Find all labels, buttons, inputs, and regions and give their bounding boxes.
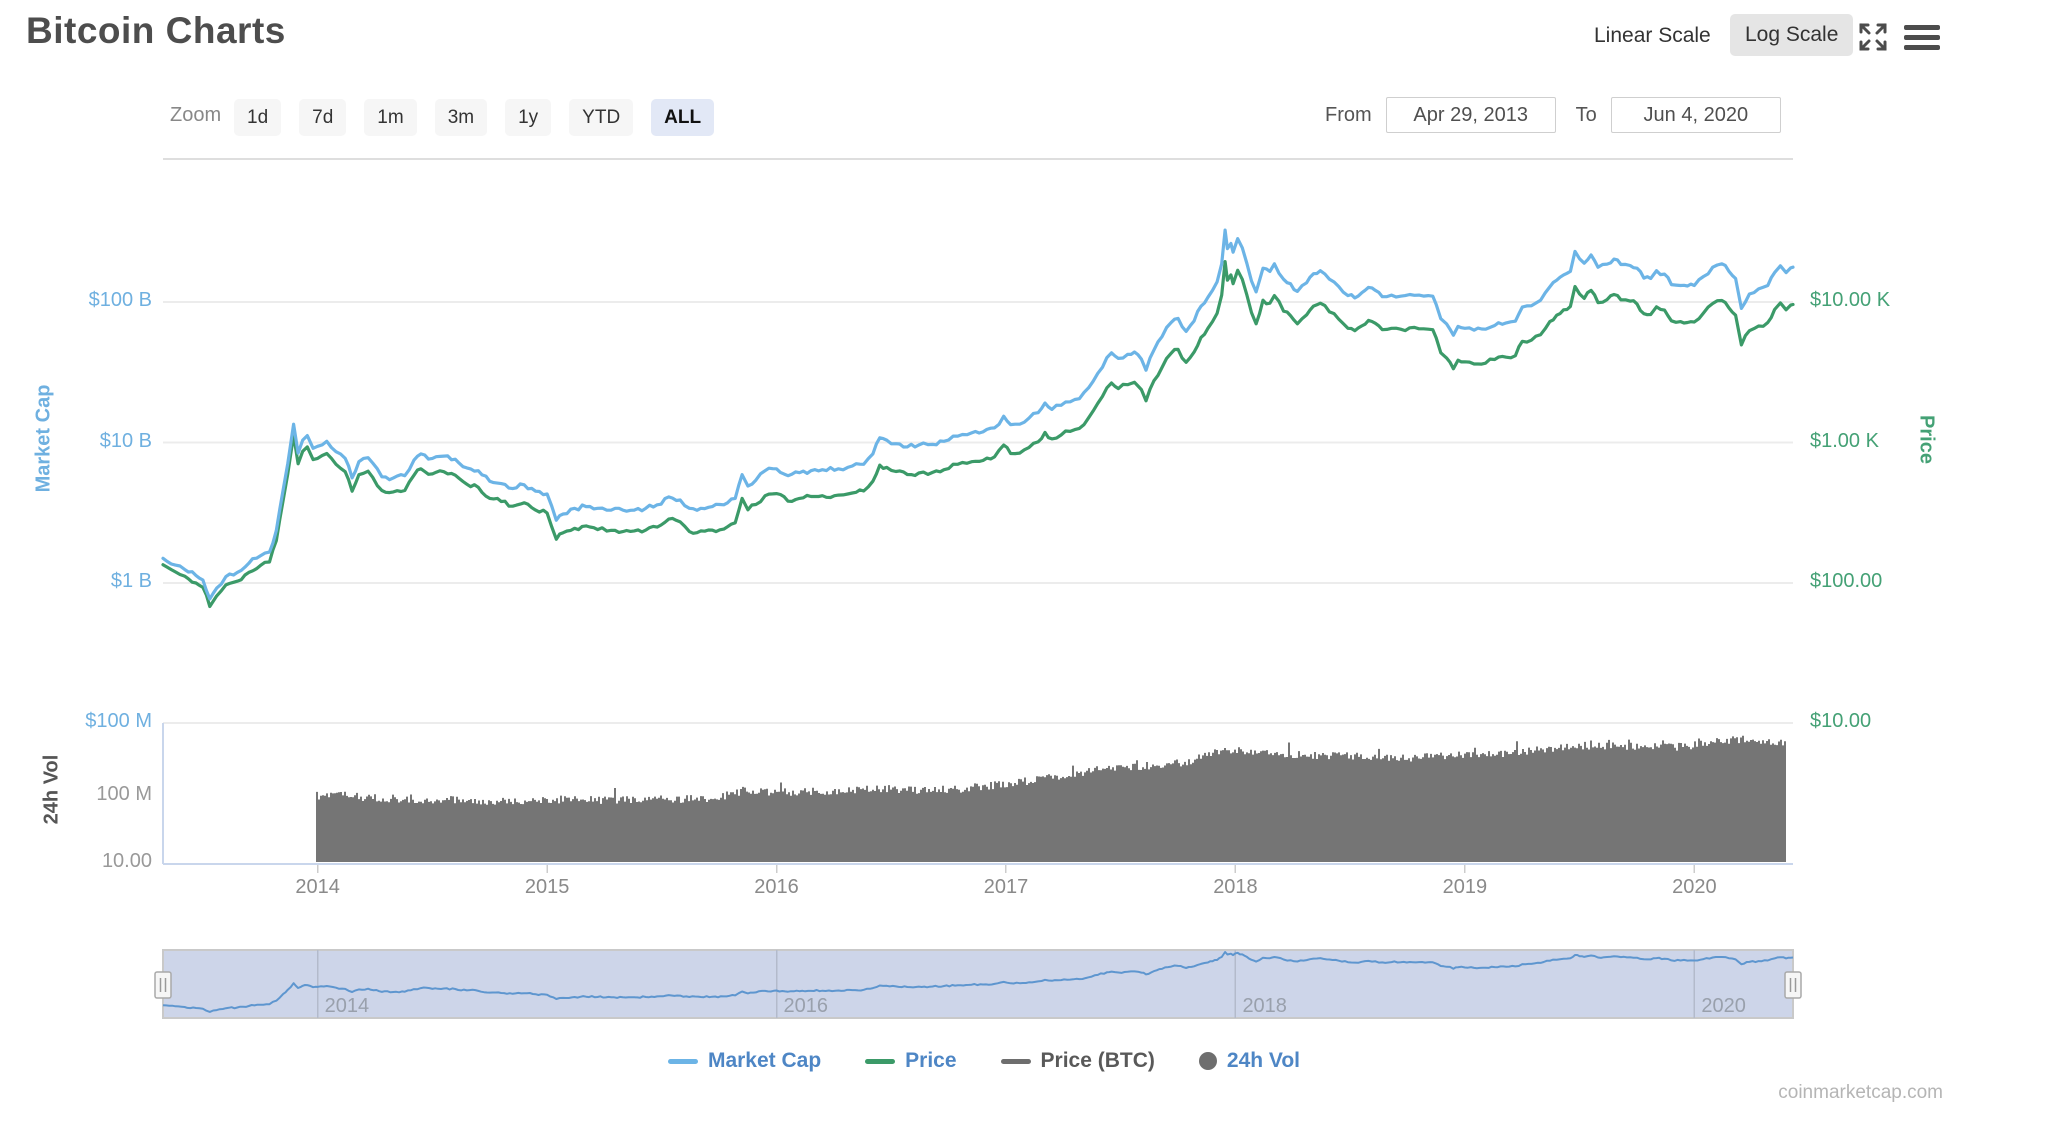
log-scale-button[interactable]: Log Scale: [1730, 14, 1854, 56]
volume-axis-label: $100 M: [85, 710, 152, 732]
price-axis-label: $1.00 K: [1810, 429, 1879, 452]
menu-bar: [1904, 35, 1940, 40]
legend-label: Price (BTC): [1040, 1049, 1155, 1072]
market-cap-axis-label: $10 B: [99, 429, 152, 452]
x-axis-label: 2016: [754, 876, 799, 898]
from-date-input[interactable]: Apr 29, 2013: [1385, 97, 1556, 133]
to-label: To: [1575, 103, 1597, 126]
legend-item-price[interactable]: Price: [865, 1049, 957, 1073]
navigator-series-line: [162, 951, 1794, 1013]
page-title: Bitcoin Charts: [26, 10, 286, 51]
legend-line-marker: [1000, 1058, 1031, 1064]
range-button-3m[interactable]: 3m: [434, 99, 488, 136]
legend: Market Cap Price Price (BTC) 24h Vol: [0, 1049, 2008, 1073]
navigator-year-label: 2016: [783, 995, 829, 1017]
range-button-1y[interactable]: 1y: [505, 99, 552, 136]
legend-line-marker: [667, 1058, 698, 1064]
x-axis-label: 2014: [295, 876, 340, 898]
x-axis-label: 2018: [1213, 876, 1258, 898]
menu-icon[interactable]: [1904, 25, 1940, 55]
x-axis-label: 2017: [983, 876, 1029, 898]
legend-item-24h-vol[interactable]: 24h Vol: [1198, 1049, 1301, 1073]
legend-label: 24h Vol: [1226, 1049, 1301, 1072]
menu-bar: [1904, 25, 1940, 30]
legend-circle-marker: [1198, 1052, 1217, 1070]
volume-bars[interactable]: [316, 735, 1786, 862]
legend-label: Price: [905, 1049, 957, 1072]
legend-item-price-btc-[interactable]: Price (BTC): [1000, 1049, 1155, 1073]
volume-axis-title: 24h Vol: [40, 754, 63, 825]
menu-bar: [1904, 45, 1940, 50]
navigator-year-label: 2014: [324, 995, 370, 1017]
to-date-input[interactable]: Jun 4, 2020: [1610, 97, 1781, 133]
market-cap-axis-label: $100 B: [88, 289, 152, 311]
x-axis-label: 2020: [1672, 876, 1717, 898]
navigator-handle-right[interactable]: [1784, 971, 1802, 999]
legend-label: Market Cap: [707, 1049, 822, 1072]
range-button-1m[interactable]: 1m: [364, 99, 417, 136]
navigator-year-label: 2020: [1701, 995, 1746, 1017]
linear-scale-button[interactable]: Linear Scale: [1594, 24, 1711, 47]
navigator-year-label: 2018: [1242, 995, 1287, 1017]
market-cap-axis-label: $1 B: [110, 570, 152, 592]
market-cap-line[interactable]: [161, 228, 1795, 601]
range-button-1d[interactable]: 1d: [234, 99, 282, 136]
price-axis-label: $10.00 K: [1810, 289, 1891, 311]
x-axis-label: 2019: [1442, 876, 1488, 898]
navigator-handle-left[interactable]: [154, 971, 172, 999]
price-axis-label: $100.00: [1810, 570, 1883, 592]
volume-axis-right-label: $10.00: [1810, 710, 1872, 732]
fullscreen-icon[interactable]: [1858, 22, 1888, 52]
range-button-7d[interactable]: 7d: [299, 99, 347, 136]
date-range-controls: From Apr 29, 2013 To Jun 4, 2020: [1325, 97, 1781, 133]
volume-axis-label: 10.00: [101, 850, 152, 872]
market-cap-axis-title: Market Cap: [32, 384, 55, 493]
legend-item-market-cap[interactable]: Market Cap: [667, 1049, 822, 1073]
price-axis-title: Price: [1915, 415, 1938, 464]
watermark: coinmarketcap.com: [1778, 1082, 1943, 1103]
volume-axis-label: 100 M: [96, 783, 152, 805]
legend-line-marker: [865, 1058, 896, 1064]
range-button-ytd[interactable]: YTD: [569, 99, 634, 136]
zoom-label: Zoom: [170, 104, 222, 126]
range-buttons: 1d 7d 1m 3m 1y YTD ALL: [234, 99, 715, 136]
range-button-all[interactable]: ALL: [651, 99, 715, 136]
x-axis-label: 2015: [524, 876, 570, 898]
price-line[interactable]: [161, 260, 1795, 609]
from-label: From: [1325, 103, 1372, 126]
